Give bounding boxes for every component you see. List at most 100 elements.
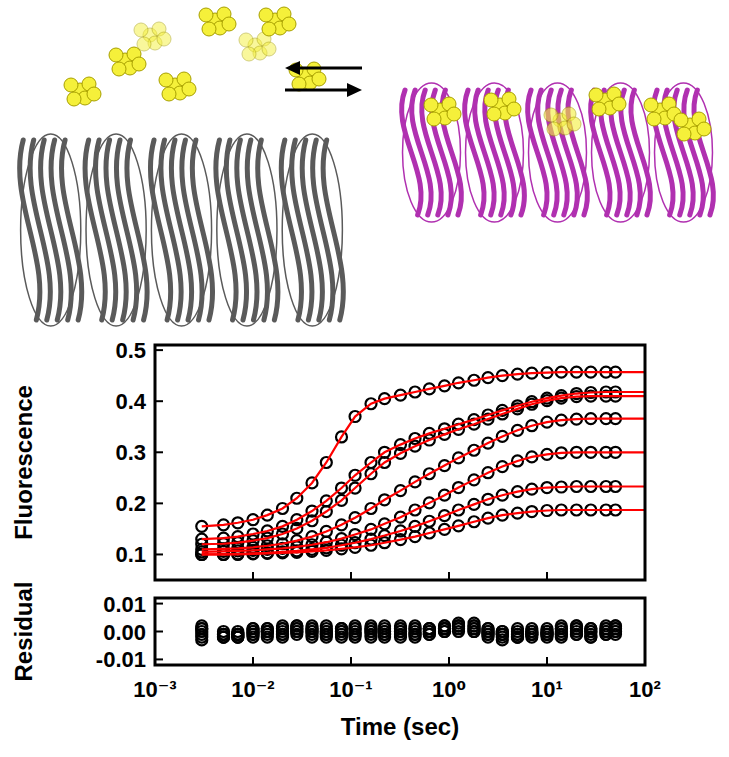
equilibrium-arrows <box>285 61 362 97</box>
ligand-atom <box>592 102 606 116</box>
series <box>196 618 621 643</box>
loop <box>655 83 713 222</box>
fit-line <box>202 419 645 550</box>
y-tick-label: 0.00 <box>103 620 146 645</box>
ligand-atom <box>137 37 151 51</box>
y-tick-label: -0.01 <box>96 647 146 672</box>
series <box>202 392 645 539</box>
ligand-atom <box>222 17 236 31</box>
x-tick-label: 10¹ <box>531 677 563 702</box>
data-point <box>232 626 243 637</box>
series <box>196 481 621 560</box>
strand <box>558 90 578 215</box>
ligand-atom <box>567 117 581 131</box>
strand <box>192 140 212 320</box>
y-axis-label: Residual <box>10 581 37 681</box>
ligands <box>64 7 711 141</box>
series <box>196 620 621 642</box>
loop <box>529 83 587 222</box>
data-point <box>277 629 288 640</box>
data-point <box>469 626 480 637</box>
data-point <box>556 629 567 640</box>
strand <box>323 140 343 320</box>
panel: -0.010.000.0110⁻³10⁻²10⁻¹10⁰10¹10²Residu… <box>10 581 661 740</box>
data-point <box>366 626 377 637</box>
y-tick-label: 0.01 <box>103 592 146 617</box>
x-tick-label: 10⁻³ <box>133 677 176 702</box>
data-point <box>307 632 318 643</box>
ligand-atom <box>677 127 691 141</box>
data-point <box>439 626 450 637</box>
y-tick-label: 0.1 <box>115 542 146 567</box>
ligand-atom <box>507 102 521 116</box>
strand <box>538 90 558 215</box>
ligand-atom <box>644 98 658 112</box>
data-point <box>196 623 207 634</box>
illustration <box>20 7 714 326</box>
loop <box>86 134 146 326</box>
data-point <box>410 623 421 634</box>
arrow-head <box>347 83 362 97</box>
series <box>196 623 621 645</box>
loop <box>21 134 81 326</box>
data-layer <box>196 618 621 646</box>
y-tick-label: 0.2 <box>115 491 146 516</box>
ligand-atom <box>697 122 711 136</box>
data-point <box>556 629 567 640</box>
loop <box>282 134 342 326</box>
series <box>196 623 621 645</box>
chart-svg: 0.10.20.30.40.5Fluorescence-0.010.000.01… <box>0 0 729 757</box>
y-tick-label: 0.3 <box>115 440 146 465</box>
ligand-atom <box>282 17 296 31</box>
ligand-atom <box>262 22 276 36</box>
strand <box>442 90 462 215</box>
data-point <box>497 629 508 640</box>
series <box>202 419 645 550</box>
ligand-atom <box>87 87 101 101</box>
data-point <box>336 626 347 637</box>
plot-frame <box>155 598 645 665</box>
ligand-atom <box>132 57 146 71</box>
strand <box>258 140 278 320</box>
ligand-atom <box>674 113 688 127</box>
panel: 0.10.20.30.40.5Fluorescence <box>10 338 645 580</box>
x-tick-label: 10⁻² <box>231 677 274 702</box>
loop <box>217 134 277 326</box>
loop <box>403 83 461 222</box>
y-tick-label: 0.5 <box>115 338 146 363</box>
ligand-atom <box>162 87 176 101</box>
strand <box>62 140 82 320</box>
data-point <box>526 632 537 643</box>
ligand-atom <box>64 78 78 92</box>
ligand-atom <box>67 92 81 106</box>
series <box>202 510 645 554</box>
x-tick-label: 10⁻¹ <box>329 677 372 702</box>
arrow <box>285 89 352 92</box>
fit-line <box>202 392 645 539</box>
ligand-atom <box>447 107 461 121</box>
fit-line <box>202 372 645 526</box>
loop <box>151 134 211 326</box>
strand <box>505 90 525 215</box>
data-point <box>218 632 229 643</box>
data-point <box>610 626 621 637</box>
plot-frame <box>155 345 645 580</box>
ligand-atom <box>109 48 123 62</box>
arrow-head <box>285 61 300 75</box>
data-point <box>379 629 390 640</box>
data-point <box>571 629 582 640</box>
data-point <box>571 629 582 640</box>
ligand-atom <box>312 72 326 86</box>
series <box>196 620 621 642</box>
data-point <box>424 626 435 637</box>
ligand-atom <box>159 73 173 87</box>
series <box>196 620 621 642</box>
x-tick-label: 10² <box>629 677 661 702</box>
figure: 0.10.20.30.40.5Fluorescence-0.010.000.01… <box>0 0 729 757</box>
loop <box>592 83 650 222</box>
series <box>196 618 621 643</box>
x-axis-label: Time (sec) <box>341 713 459 740</box>
strand <box>611 90 631 215</box>
series <box>196 447 621 558</box>
bound-protein <box>402 83 714 222</box>
